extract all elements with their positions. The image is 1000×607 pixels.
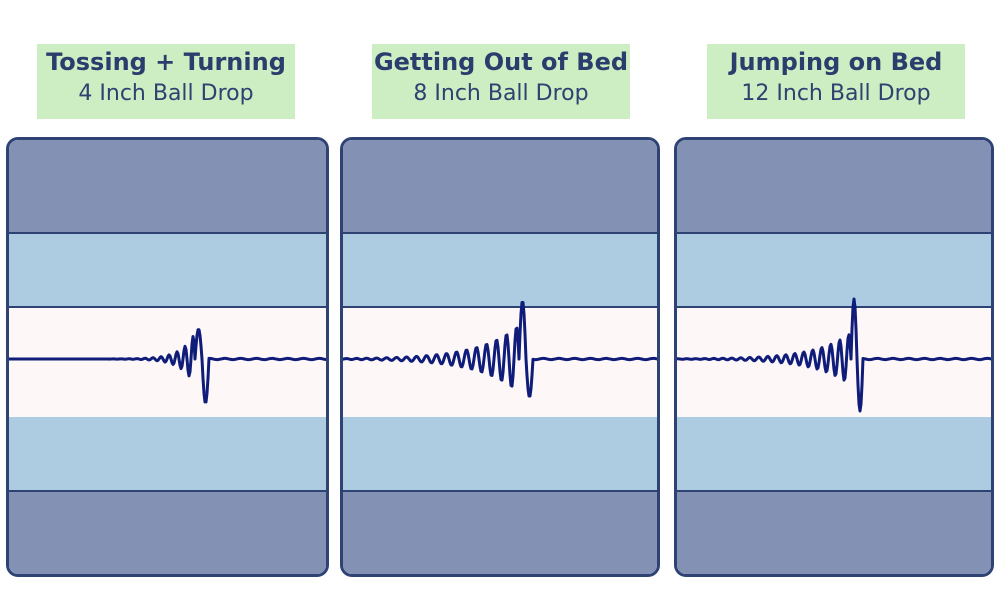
mattress-panel-2	[340, 137, 660, 577]
mattress-top-layer	[343, 140, 657, 232]
mattress-panel-1	[6, 137, 329, 577]
wave-line	[343, 301, 657, 398]
mattress-bottom-layer	[9, 490, 326, 574]
panel-title: Tossing + Turning	[46, 48, 286, 76]
mattress-upper-layer	[343, 232, 657, 308]
mattress-top-layer	[677, 140, 991, 232]
mattress-bottom-layer	[343, 490, 657, 574]
mattress-lower-layer	[9, 417, 326, 490]
panel-title: Jumping on Bed	[729, 48, 943, 76]
panel-title: Getting Out of Bed	[373, 48, 629, 76]
motion-wave-1	[9, 328, 326, 404]
panel-subtitle: 12 Inch Ball Drop	[741, 81, 931, 106]
motion-wave-3	[677, 297, 991, 413]
motion-wave-2	[343, 301, 657, 398]
label-getting-out-of-bed: Getting Out of Bed 8 Inch Ball Drop	[372, 44, 630, 119]
mattress-bottom-layer	[677, 490, 991, 574]
mattress-top-layer	[9, 140, 326, 232]
label-jumping-on-bed: Jumping on Bed 12 Inch Ball Drop	[707, 44, 965, 119]
mattress-upper-layer	[9, 232, 326, 308]
label-tossing-turning: Tossing + Turning 4 Inch Ball Drop	[37, 44, 295, 119]
wave-line	[9, 328, 326, 404]
panel-subtitle: 8 Inch Ball Drop	[413, 81, 589, 106]
wave-line	[677, 297, 991, 413]
panel-subtitle: 4 Inch Ball Drop	[78, 81, 254, 106]
mattress-lower-layer	[343, 417, 657, 490]
mattress-panel-3	[674, 137, 994, 577]
mattress-upper-layer	[677, 232, 991, 308]
mattress-lower-layer	[677, 417, 991, 490]
